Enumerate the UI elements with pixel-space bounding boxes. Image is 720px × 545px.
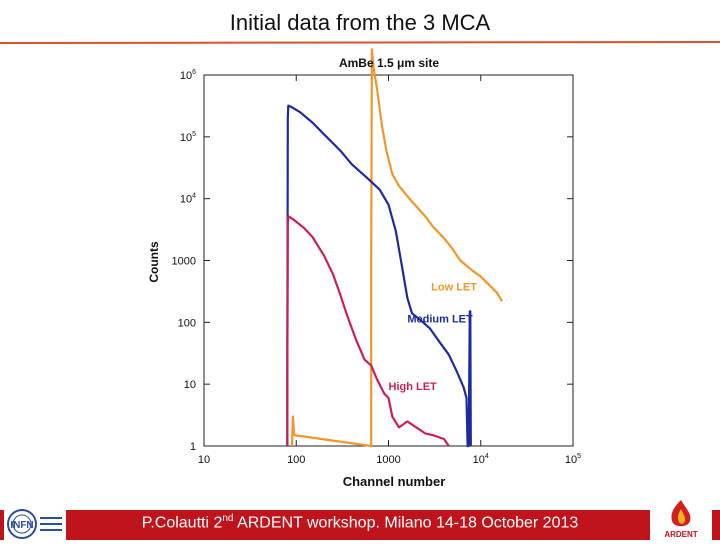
footer-bar: P.Colautti 2nd ARDENT workshop. Milano 1…	[0, 510, 720, 540]
infn-logo: INFN	[4, 507, 66, 540]
y-axis-label: Counts	[147, 241, 161, 283]
x-tick-label: 100	[287, 454, 305, 466]
logo-right-text: ARDENT	[664, 530, 697, 539]
title-rule	[0, 41, 720, 44]
ardent-logo: ARDENT	[650, 497, 712, 540]
y-tick-exponent: 4	[192, 193, 196, 200]
labels-layer: Low LET Medium LET High LET	[389, 281, 478, 393]
series-label-medium-let: Medium LET	[407, 313, 473, 325]
chart-title: AmBe 1.5 μm site	[339, 56, 439, 70]
y-tick-label: 105	[180, 131, 196, 144]
series-line-high-let	[286, 215, 450, 447]
series-label-low-let: Low LET	[431, 281, 477, 293]
x-axis-label: Channel number	[343, 474, 446, 489]
series-layer	[286, 48, 503, 448]
y-tick-exponent: 5	[192, 131, 196, 138]
ardent-logo-image: ARDENT	[664, 500, 698, 539]
x-tick-label: 104	[473, 453, 489, 466]
series-line-medium-let	[286, 104, 472, 448]
y-tick-label: 106	[180, 69, 196, 82]
x-tick-exponent: 5	[577, 453, 581, 460]
y-tick-label: 10	[184, 379, 196, 391]
footer-suffix: ARDENT workshop. Milano 14-18 October 20…	[233, 514, 579, 532]
x-tick-label: 10	[198, 454, 210, 466]
footer-text: P.Colautti 2nd ARDENT workshop. Milano 1…	[0, 513, 720, 532]
infn-logo-image: INFN	[7, 509, 62, 539]
y-tick-label: 1000	[172, 256, 196, 268]
y-tick-exponent: 6	[192, 69, 196, 76]
footer-prefix: P.Colautti 2	[141, 514, 223, 532]
series-label-high-let: High LET	[389, 381, 438, 393]
x-tick-exponent: 4	[485, 453, 489, 460]
chart: 10 100 1000 104 105 1 10 100 1000 104 105 106 Low L…	[130, 48, 590, 493]
y-tick-label: 100	[178, 317, 196, 329]
footer-sup: nd	[222, 513, 234, 524]
y-tick-label: 1	[190, 441, 196, 453]
series-line-low-let	[290, 48, 503, 448]
logo-left-text: INFN	[10, 520, 33, 531]
x-tick-label: 105	[565, 453, 581, 466]
x-tick-label: 1000	[376, 454, 400, 466]
y-tick-label: 104	[180, 193, 196, 206]
slide-title: Initial data from the 3 MCA	[229, 10, 491, 35]
